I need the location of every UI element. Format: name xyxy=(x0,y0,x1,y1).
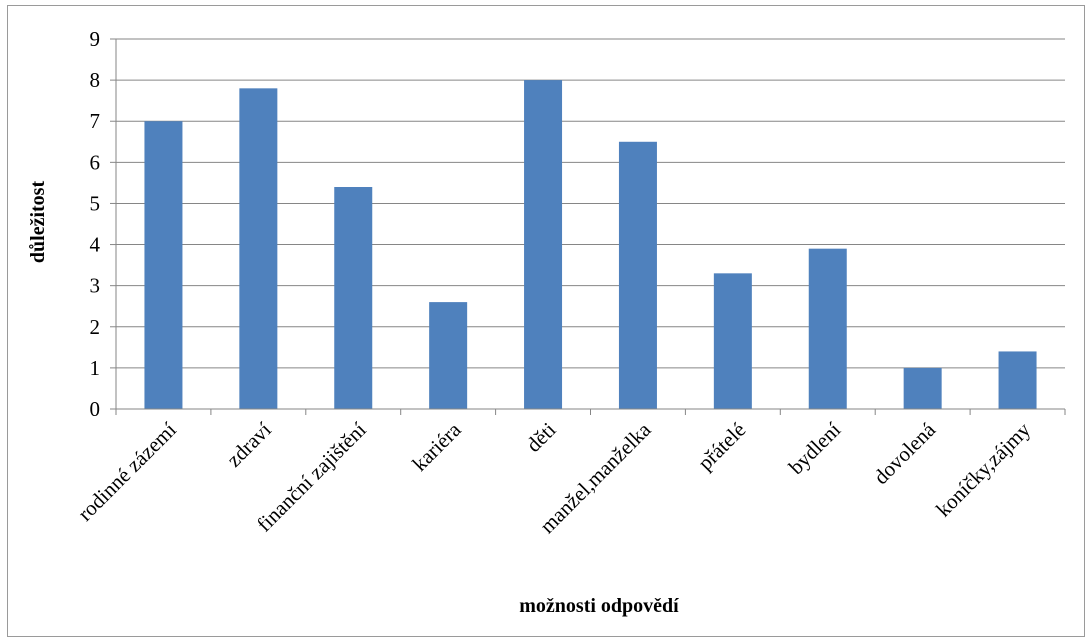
x-tick-label: rodinné zázemí xyxy=(73,417,181,525)
x-tick-label: zdraví xyxy=(222,417,276,471)
bar xyxy=(239,88,278,409)
x-tick-label: kariéra xyxy=(407,417,466,476)
y-tick-label: 9 xyxy=(90,27,101,51)
bar xyxy=(903,367,942,409)
y-tick-label: 7 xyxy=(90,109,101,133)
bar xyxy=(618,141,657,409)
x-tick-label: dovolená xyxy=(869,417,941,489)
bars xyxy=(144,80,1037,409)
y-tick-label: 3 xyxy=(90,274,101,298)
y-tick-label: 1 xyxy=(90,356,101,380)
y-tick-labels: 0 1 2 3 4 5 6 7 8 9 xyxy=(90,27,101,421)
y-tick-label: 0 xyxy=(90,397,101,421)
y-tick-label: 6 xyxy=(90,150,101,174)
x-tick-label: koníčky,zájmy xyxy=(931,417,1035,521)
bar xyxy=(334,187,373,409)
bar xyxy=(713,273,752,409)
y-tick-label: 2 xyxy=(90,315,101,339)
y-tick-label: 8 xyxy=(90,68,101,92)
x-tick-label: děti xyxy=(521,417,560,456)
bar xyxy=(429,302,468,409)
x-tick-label: přátelé xyxy=(693,418,750,475)
y-axis-title: důležitost xyxy=(27,181,49,264)
bar xyxy=(524,80,563,409)
bar xyxy=(998,351,1037,409)
bar xyxy=(144,121,183,409)
x-axis-title: možnosti odpovědí xyxy=(519,595,679,617)
x-tick-label: bydlení xyxy=(784,417,846,479)
bar xyxy=(808,248,847,409)
y-tick-label: 5 xyxy=(90,191,101,215)
axes xyxy=(110,38,1066,415)
y-tick-label: 4 xyxy=(90,233,101,257)
